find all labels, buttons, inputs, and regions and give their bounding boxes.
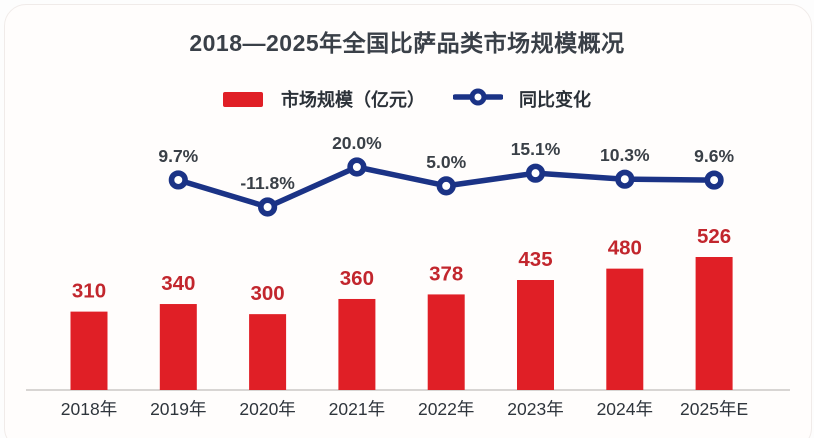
- x-label-2022年: 2022年: [418, 399, 474, 419]
- bar-value-label-2019年: 340: [161, 272, 195, 295]
- chart-card: [4, 4, 812, 438]
- percent-label-2019年: 9.7%: [158, 146, 198, 166]
- x-label-2021年: 2021年: [329, 399, 385, 419]
- bar-value-label-2018年: 310: [72, 280, 106, 303]
- bar-value-label-2021年: 360: [340, 267, 374, 290]
- x-label-2020年: 2020年: [239, 399, 295, 419]
- line-legend-icon: [452, 88, 504, 111]
- bar-2025年E: [695, 257, 733, 390]
- bar-2024年: [606, 268, 644, 390]
- line-marker-2024年: [615, 169, 635, 189]
- bar-value-label-2022年: 378: [429, 262, 463, 285]
- percent-label-2021年: 20.0%: [332, 133, 382, 153]
- percent-label-2025年E: 9.6%: [694, 146, 734, 166]
- line-marker-2020年: [258, 197, 278, 217]
- percent-label-2022年: 5.0%: [426, 152, 466, 172]
- line-marker-2019年: [168, 170, 188, 190]
- bar-value-label-2023年: 435: [518, 248, 552, 271]
- bar-legend-label: 市场规模（亿元）: [281, 90, 425, 110]
- bar-2021年: [338, 298, 376, 390]
- x-label-2024年: 2024年: [597, 399, 653, 419]
- bar-2020年: [249, 314, 287, 390]
- bar-2023年: [517, 280, 554, 390]
- line-marker-2025年E: [704, 170, 724, 190]
- line-legend-label: 同比变化: [519, 90, 591, 110]
- chart-title: 2018—2025年全国比萨品类市场规模概况: [189, 30, 625, 56]
- line-marker-2023年: [525, 163, 546, 183]
- line-marker-2022年: [436, 176, 456, 196]
- x-label-2019年: 2019年: [150, 399, 206, 419]
- bar-2019年: [159, 304, 197, 390]
- bar-value-label-2020年: 300: [250, 282, 284, 305]
- bar-value-label-2024年: 480: [608, 237, 642, 260]
- bar-value-label-2025年E: 526: [697, 225, 731, 248]
- bar-legend-swatch: [223, 91, 263, 107]
- x-label-2025年E: 2025年E: [680, 399, 748, 419]
- bar-2018年: [70, 311, 108, 390]
- percent-label-2023年: 15.1%: [511, 139, 561, 159]
- x-label-2023年: 2023年: [507, 399, 563, 419]
- percent-label-2020年: -11.8%: [240, 173, 295, 193]
- percent-label-2024年: 10.3%: [600, 145, 650, 165]
- line-marker-2021年: [347, 157, 367, 177]
- x-label-2018年: 2018年: [61, 399, 117, 419]
- bar-2022年: [427, 294, 465, 390]
- chart-legend: 市场规模（亿元） 同比变化: [0, 86, 814, 112]
